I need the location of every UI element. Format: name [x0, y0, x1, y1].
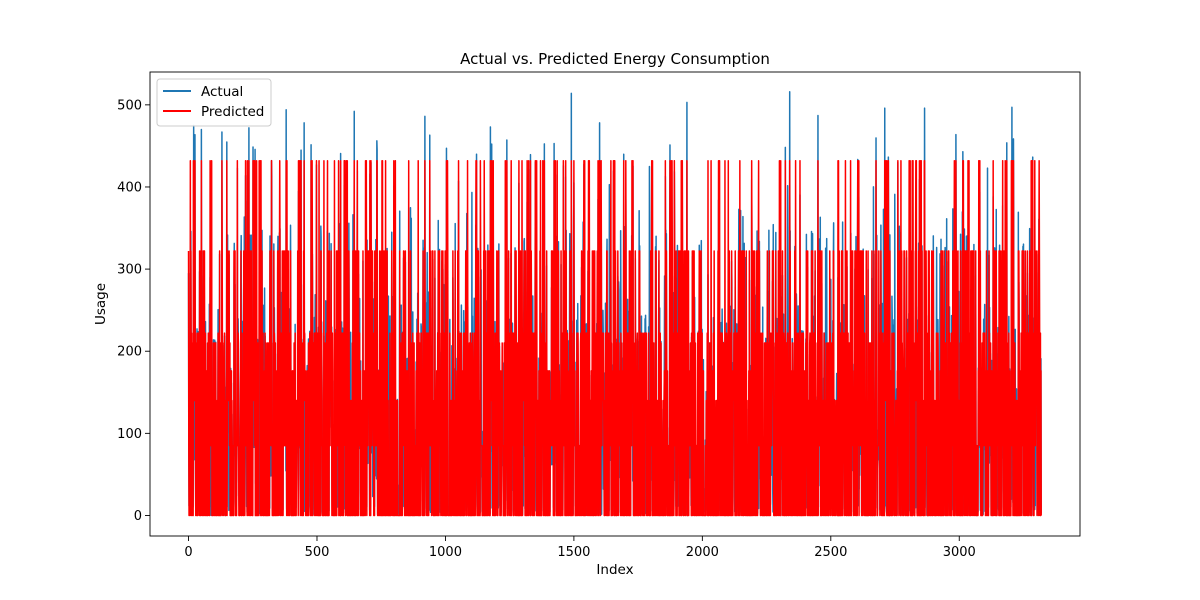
- y-axis-label: Usage: [93, 283, 109, 325]
- plot-frame: [149, 71, 1081, 537]
- chart-title: Actual vs. Predicted Energy Consumption: [460, 50, 770, 68]
- y-tick-label: 400: [117, 180, 142, 195]
- y-axis: 0 100 200 300 400 500: [117, 98, 150, 524]
- x-tick-label: 2500: [814, 545, 847, 560]
- y-tick-label: 300: [117, 263, 142, 278]
- y-tick-label: 500: [117, 98, 142, 113]
- x-tick-label: 1500: [557, 545, 590, 560]
- x-tick-label: 2000: [686, 545, 719, 560]
- line-predicted: [187, 159, 1042, 517]
- x-axis-label: Index: [596, 562, 633, 578]
- y-tick-label: 100: [117, 427, 142, 442]
- legend-label-predicted: Predicted: [201, 104, 264, 120]
- legend: Actual Predicted: [156, 78, 272, 127]
- x-tick-label: 500: [305, 545, 330, 560]
- x-axis: 0 500 1000 1500 2000 2500 3000: [184, 536, 976, 560]
- x-tick-label: 3000: [943, 545, 976, 560]
- y-tick-label: 0: [134, 509, 142, 524]
- x-tick-label: 0: [184, 545, 192, 560]
- legend-label-actual: Actual: [201, 84, 243, 100]
- x-tick-label: 1000: [429, 545, 462, 560]
- y-tick-label: 200: [117, 345, 142, 360]
- series-predicted: [187, 159, 1042, 517]
